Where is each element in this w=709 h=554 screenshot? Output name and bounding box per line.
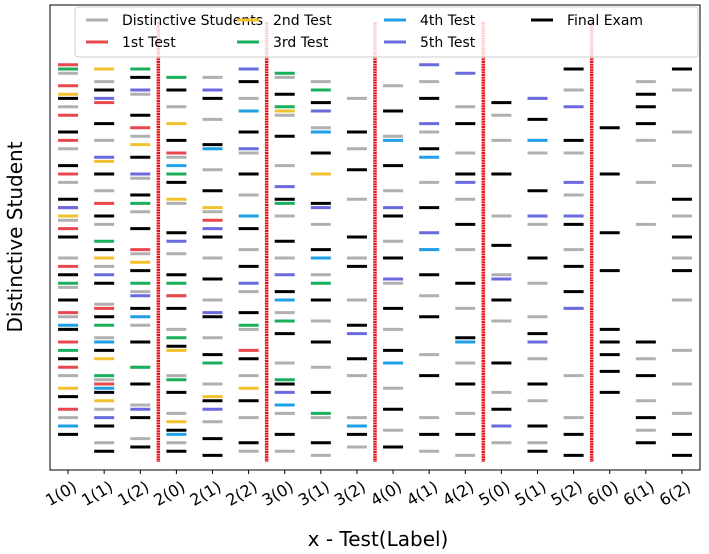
legend-label: 4th Test (420, 13, 476, 29)
x-tick-label: 3(0) (259, 477, 297, 510)
x-tick-label: 3(1) (295, 477, 333, 510)
legend-label: 2nd Test (273, 13, 332, 29)
plot-frame (49, 4, 701, 471)
x-tick-label: 5(1) (512, 477, 550, 510)
x-tick-label: 4(2) (439, 477, 477, 510)
legend-label: 1st Test (122, 35, 176, 51)
x-tick-label: 5(2) (548, 477, 586, 510)
x-tick-label: 1(0) (42, 477, 80, 510)
legend-label: Final Exam (567, 13, 643, 29)
x-tick-label: 1(1) (78, 477, 116, 510)
legend: Distinctive Students 1st Test 2nd Test 3rd … (74, 6, 699, 58)
legend-label: Distinctive Students (122, 13, 263, 29)
x-tick-label: 4(1) (403, 477, 441, 510)
x-tick-label: 6(1) (620, 477, 658, 510)
x-tick-label: 6(2) (656, 477, 694, 510)
legend-label: 3rd Test (273, 35, 329, 51)
y-axis-label: Distinctive Student (3, 141, 27, 332)
x-tick-label: 2(2) (223, 477, 261, 510)
x-tick-label: 4(0) (367, 477, 405, 510)
x-tick-label: 2(1) (187, 477, 225, 510)
x-tick-label: 5(0) (475, 477, 513, 510)
legend-label: 5th Test (420, 35, 476, 51)
x-axis-label: x - Test(Label) (308, 527, 449, 551)
x-tick-label: 6(0) (584, 477, 622, 510)
x-tick-label: 1(2) (114, 477, 152, 510)
x-tick-label: 3(2) (331, 477, 369, 510)
x-tick-label: 2(0) (150, 477, 188, 510)
